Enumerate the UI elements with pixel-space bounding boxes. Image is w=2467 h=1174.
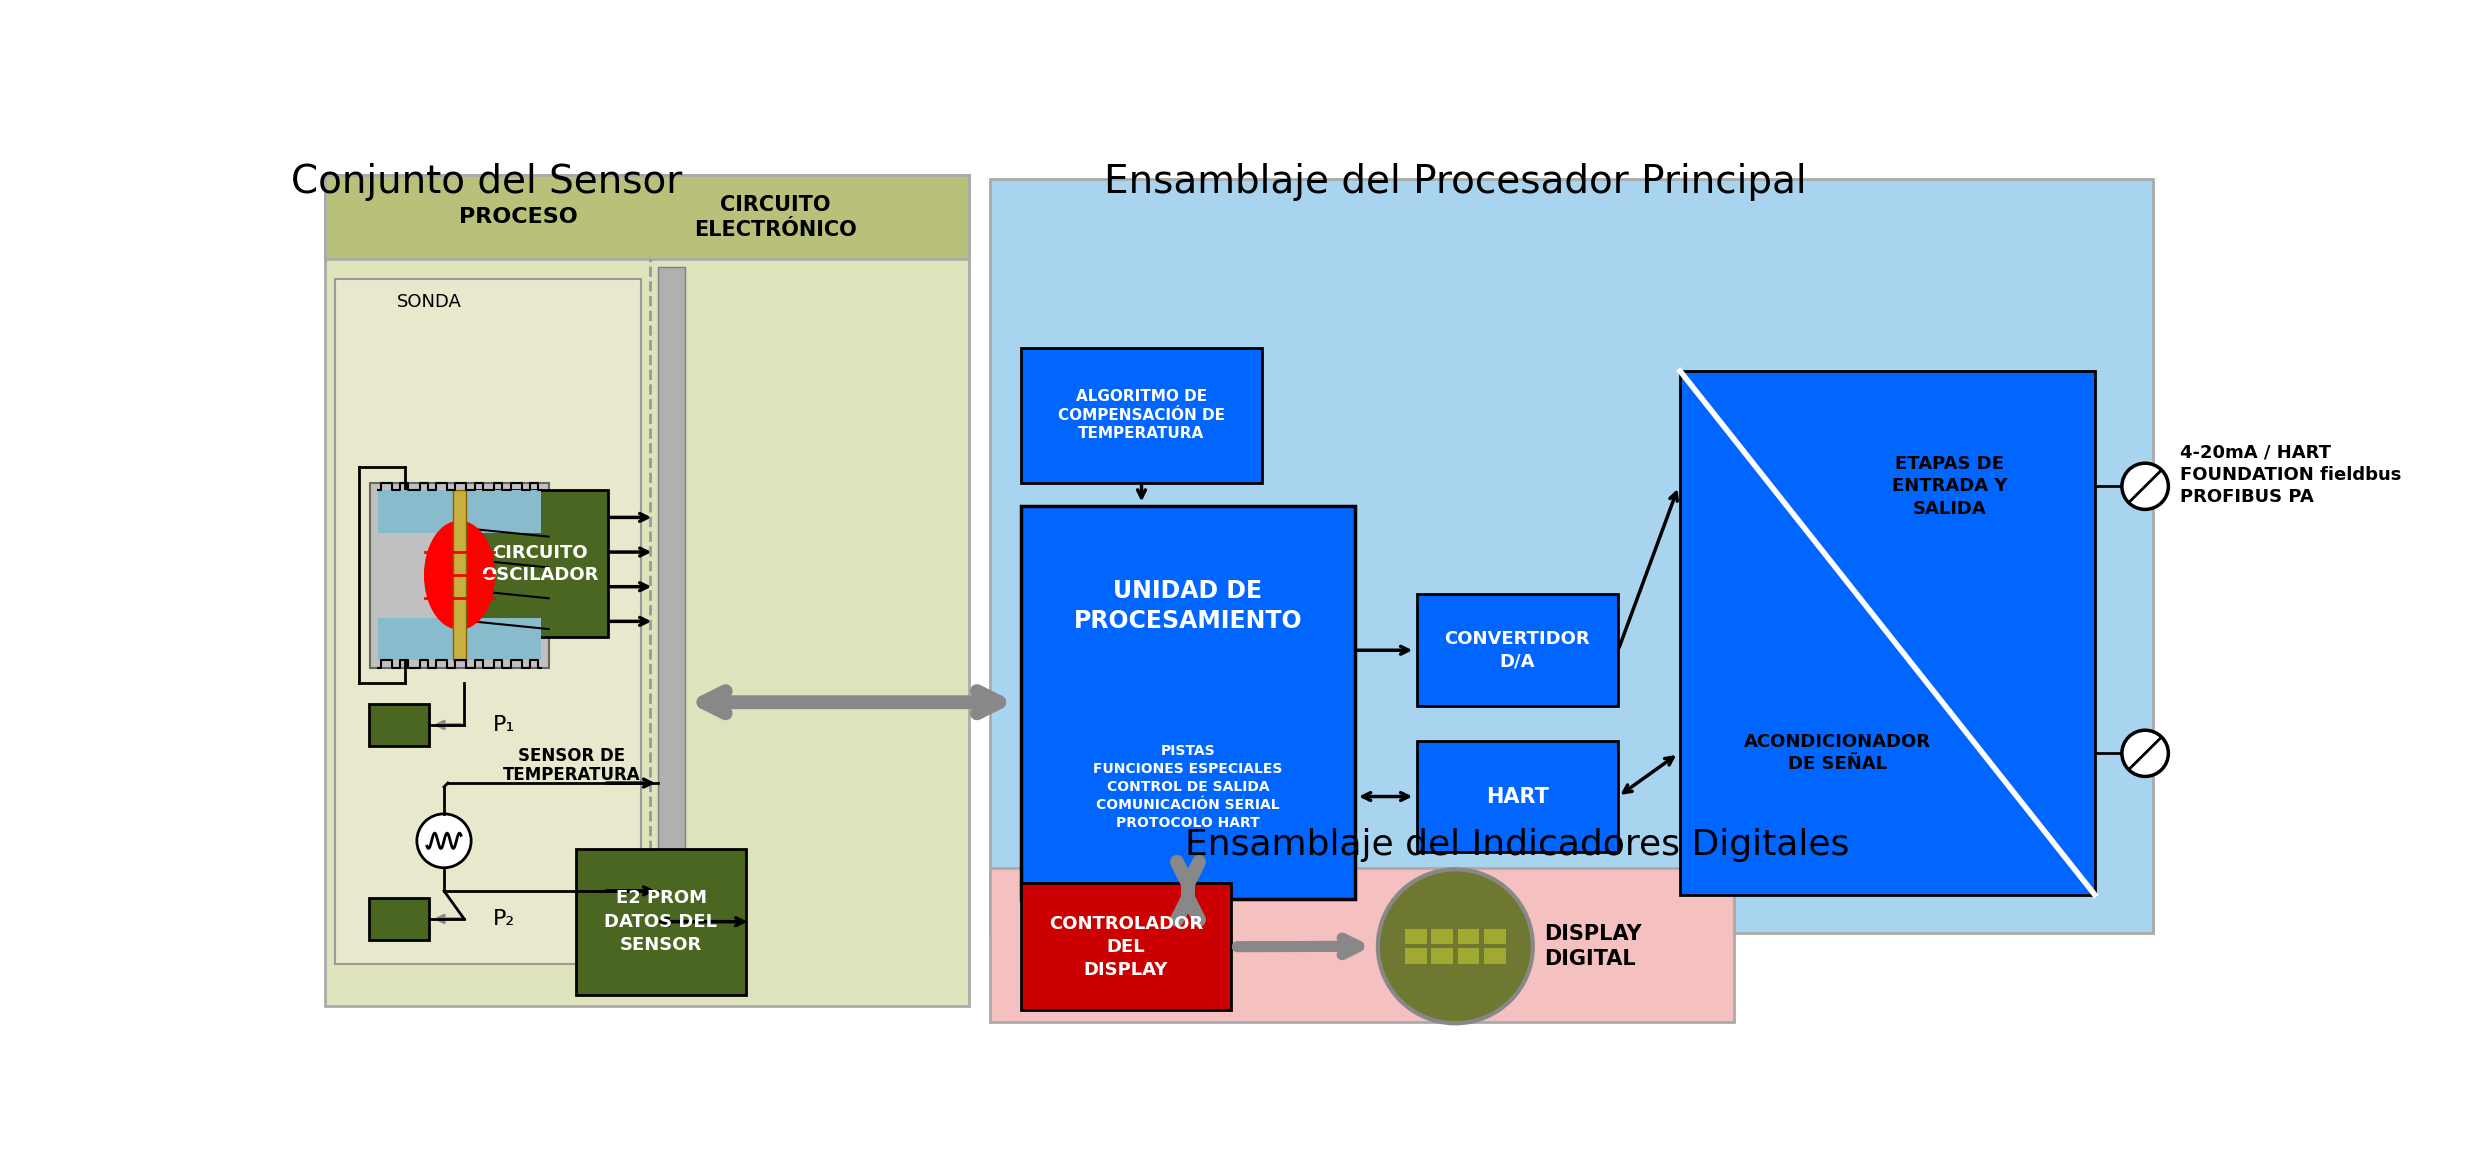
Text: SENSOR DE: SENSOR DE [518,747,627,765]
Bar [377,491,540,533]
Text: P₂: P₂ [493,909,516,929]
Circle shape [2122,730,2168,776]
Bar [336,278,641,964]
Bar [1485,929,1505,944]
Bar [471,491,607,636]
Circle shape [417,814,471,868]
Text: CIRCUITO
ELECTRÓNICO: CIRCUITO ELECTRÓNICO [693,195,856,239]
Bar [1431,929,1453,944]
Text: Conjunto del Sensor: Conjunto del Sensor [291,163,683,202]
Text: HART: HART [1485,787,1549,807]
Bar [1416,594,1618,706]
Text: CONTROLADOR
DEL
DISPLAY: CONTROLADOR DEL DISPLAY [1048,915,1204,979]
Bar [1680,371,2094,895]
Text: PROCESO: PROCESO [459,207,577,227]
Text: ACONDICIONADOR
DE SEÑAL: ACONDICIONADOR DE SEÑAL [1744,734,1932,774]
Bar [1458,929,1480,944]
Text: DISPLAY
DIGITAL: DISPLAY DIGITAL [1544,924,1643,969]
Bar [370,483,548,668]
Circle shape [1379,869,1532,1024]
Bar [377,618,540,660]
Text: 4-20mA / HART
FOUNDATION fieldbus
PROFIBUS PA: 4-20mA / HART FOUNDATION fieldbus PROFIB… [2181,444,2400,506]
Text: P₁: P₁ [493,715,516,735]
Text: E2 PROM
DATOS DEL
SENSOR: E2 PROM DATOS DEL SENSOR [604,889,718,954]
Bar [454,491,466,660]
Bar [659,268,686,967]
Bar [326,175,970,1006]
Text: UNIDAD DE
PROCESAMIENTO: UNIDAD DE PROCESAMIENTO [1073,579,1303,633]
Bar [1485,949,1505,964]
Ellipse shape [424,521,493,629]
Text: CONVERTIDOR
D/A: CONVERTIDOR D/A [1446,630,1591,670]
Bar [1431,949,1453,964]
Bar [1021,506,1354,898]
Bar [989,178,2154,933]
Text: SONDA: SONDA [397,292,461,311]
Text: CIRCUITO
OSCILADOR: CIRCUITO OSCILADOR [481,544,599,583]
Circle shape [2122,464,2168,510]
Text: ALGORITMO DE
COMPENSACIÓN DE
TEMPERATURA: ALGORITMO DE COMPENSACIÓN DE TEMPERATURA [1058,390,1226,441]
Bar [1021,348,1261,483]
Text: PISTAS
FUNCIONES ESPECIALES
CONTROL DE SALIDA
COMUNICACIÓN SERIAL
PROTOCOLO HART: PISTAS FUNCIONES ESPECIALES CONTROL DE S… [1093,744,1283,830]
Text: Ensamblaje del Procesador Principal: Ensamblaje del Procesador Principal [1105,163,1806,202]
Bar [370,898,429,940]
Bar [370,703,429,747]
Bar [326,175,970,259]
Bar [989,868,1734,1021]
Text: TEMPERATURA: TEMPERATURA [503,767,641,784]
Bar [1416,741,1618,852]
Text: ETAPAS DE
ENTRADA Y
SALIDA: ETAPAS DE ENTRADA Y SALIDA [1892,456,2008,518]
Bar [1406,949,1426,964]
Text: Ensamblaje del Indicadores Digitales: Ensamblaje del Indicadores Digitales [1184,828,1850,862]
Bar [575,849,745,994]
Bar [1406,929,1426,944]
Bar [1021,883,1231,1010]
Bar [1458,949,1480,964]
